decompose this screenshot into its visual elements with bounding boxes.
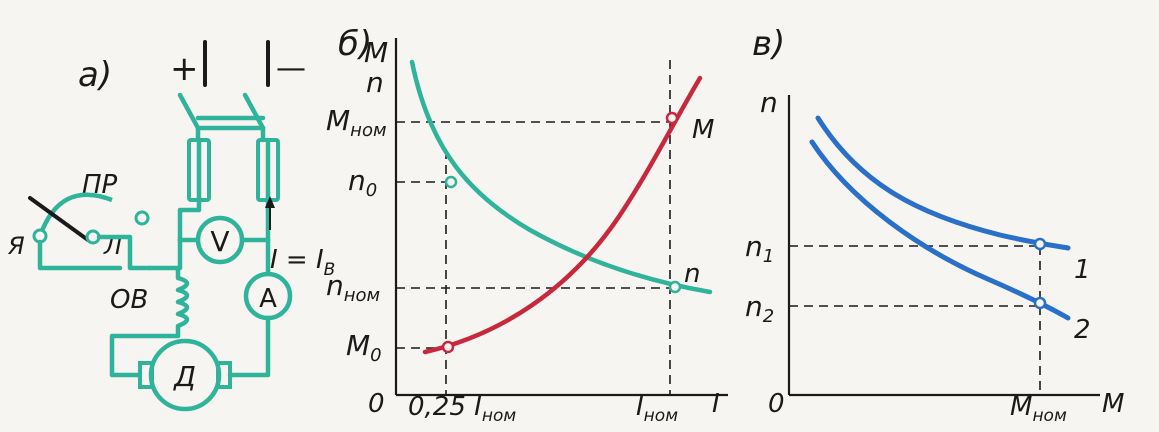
curve-2 [809,139,1071,321]
ammeter-label: A [259,284,277,314]
tick-n-nom: nном [326,269,380,306]
wire-ammeter-motor [227,315,271,378]
curve-n-of-i [409,59,713,295]
panel-b-label: б) [338,24,372,64]
curve1-label: 1 [1074,255,1091,285]
panel-c-x-axis-label: M [1102,389,1124,419]
ammeter: A [243,271,293,321]
voltmeter-label: V [210,225,229,258]
tick-n1: n1 [745,230,774,267]
point-n0 [444,175,458,189]
wire-l-to-field [96,234,153,271]
wire-junction [147,237,183,271]
tick-m-nom: Mном [326,104,387,141]
double-pole-switch[interactable] [177,92,266,143]
fuse-left [187,137,211,203]
field-winding-label: ОВ [110,285,148,315]
curve2-label: 2 [1074,315,1091,345]
motor-label: Д [172,360,196,393]
panel-c-characteristics: в) n 0 M n1 n2 Mном 1 2 [745,24,1124,426]
wire-left-supply [177,197,202,243]
curve-m-label: M [692,115,714,145]
panel-b-y-axis-label-m: M [364,36,388,69]
plus-sign: + [170,49,199,89]
terminal-ya-label: Я [7,232,25,260]
point-m-nom [665,111,679,125]
panel-c-origin: 0 [768,389,785,419]
panel-c-y-axis-label: n [760,86,778,119]
panel-b-characteristics: б) M n 0 I Mном n0 nном M0 0,25 Iном Iно… [326,24,728,426]
point-n2 [1033,296,1047,310]
wire-ya-bottom [37,239,123,271]
motor: Д [138,338,232,412]
curve-1 [815,115,1071,251]
panel-b-y-axis-label-n: n [366,66,384,99]
field-winding [109,268,190,378]
tick-n0: n0 [348,164,377,201]
tick-m0: M0 [346,329,382,366]
point-m0 [441,340,455,354]
point-n1 [1033,237,1047,251]
minus-sign: — [276,51,306,86]
voltmeter: V [195,215,245,265]
panel-a-label: а) [78,55,112,95]
curve-m-of-i [422,75,703,355]
current-arrow [265,196,275,230]
curve-n-label: n [684,259,700,289]
tick-inom: Iном [636,392,678,426]
tick-025-inom: 0,25 Iном [408,392,516,426]
panel-b-x-axis-label: I [712,389,720,419]
current-label: I = IВ [270,245,335,280]
panel-b-origin: 0 [368,389,385,419]
tick-n2: n2 [745,290,774,327]
panel-c-label: в) [752,24,785,64]
point-n-nom [668,280,682,294]
fuse-right [256,137,280,203]
panel-a-circuit: а) + — V [7,40,335,412]
tick-m-nom-c: Mном [1010,392,1067,426]
